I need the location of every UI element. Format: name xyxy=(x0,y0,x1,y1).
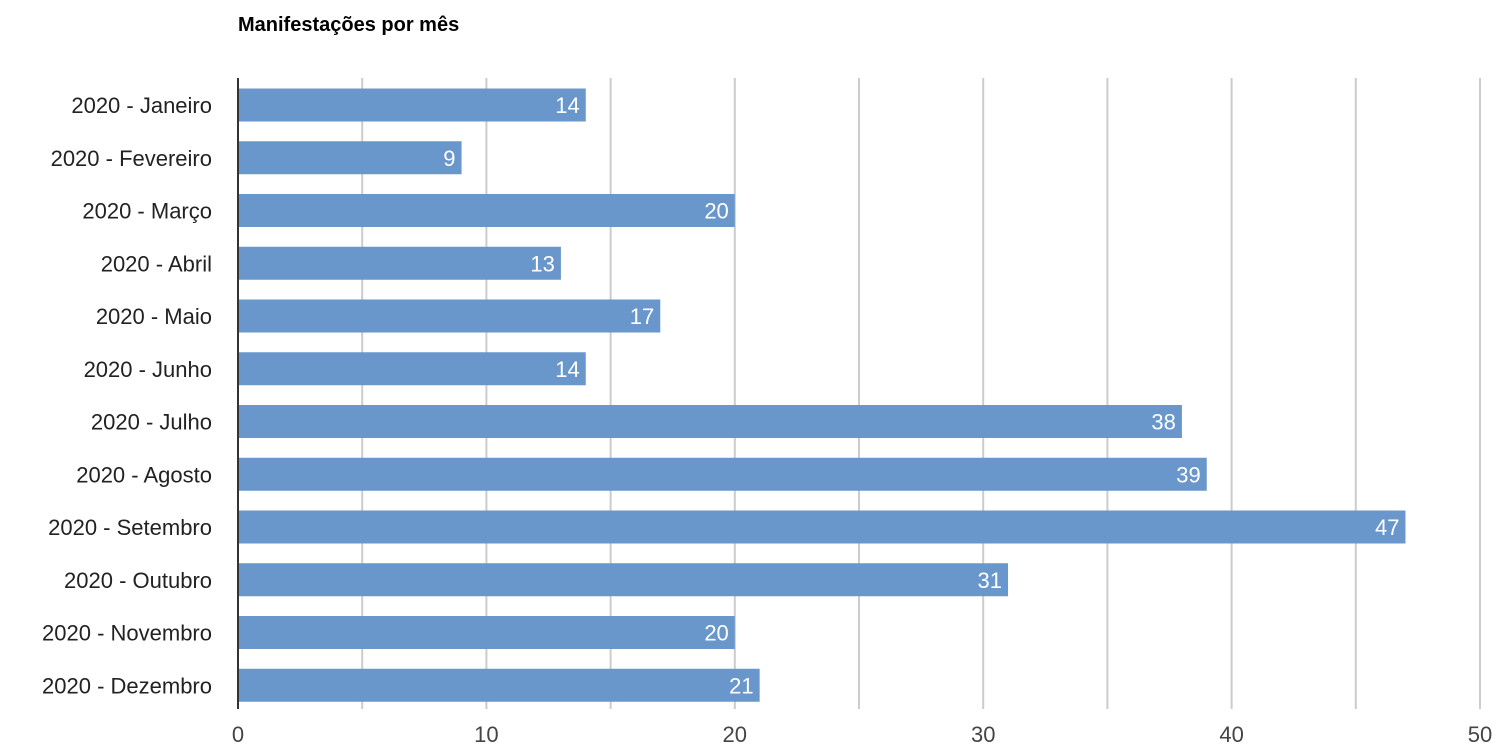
data-label: 21 xyxy=(729,673,753,698)
category-label: 2020 - Maio xyxy=(96,304,212,329)
bar xyxy=(238,405,1182,438)
gridlines xyxy=(362,78,1480,709)
data-label: 39 xyxy=(1176,462,1200,487)
x-tick-label: 40 xyxy=(1219,722,1243,747)
category-label: 2020 - Outubro xyxy=(64,568,212,593)
data-label: 14 xyxy=(555,357,579,382)
category-label: 2020 - Agosto xyxy=(76,462,212,487)
category-label: 2020 - Junho xyxy=(84,357,212,382)
data-label: 14 xyxy=(555,93,579,118)
bar xyxy=(238,669,760,702)
x-tick-labels: 0 10 20 30 40 50 xyxy=(232,722,1492,747)
bar xyxy=(238,300,660,333)
x-tick-label: 20 xyxy=(723,722,747,747)
category-label: 2020 - Abril xyxy=(101,251,212,276)
bar xyxy=(238,563,1008,596)
data-label: 47 xyxy=(1375,515,1399,540)
bars xyxy=(238,89,1405,702)
category-label: 2020 - Novembro xyxy=(42,621,212,646)
bar xyxy=(238,247,561,280)
category-label: 2020 - Setembro xyxy=(48,515,212,540)
x-tick-label: 50 xyxy=(1468,722,1492,747)
data-labels: 14 9 20 13 17 14 38 39 47 31 20 21 xyxy=(443,93,1399,698)
bar xyxy=(238,511,1405,544)
data-label: 9 xyxy=(443,146,455,171)
x-tick-label: 0 xyxy=(232,722,244,747)
category-label: 2020 - Fevereiro xyxy=(51,146,212,171)
bar xyxy=(238,352,586,385)
x-tick-label: 10 xyxy=(474,722,498,747)
category-label: 2020 - Dezembro xyxy=(42,673,212,698)
x-tick-label: 30 xyxy=(971,722,995,747)
data-label: 31 xyxy=(978,568,1002,593)
data-label: 20 xyxy=(704,621,728,646)
bar xyxy=(238,194,735,227)
data-label: 17 xyxy=(630,304,654,329)
data-label: 38 xyxy=(1151,410,1175,435)
category-label: 2020 - Março xyxy=(82,199,212,224)
data-label: 20 xyxy=(704,199,728,224)
category-label: 2020 - Julho xyxy=(91,410,212,435)
bar xyxy=(238,458,1207,491)
bar xyxy=(238,141,462,174)
bar xyxy=(238,616,735,649)
category-labels: 2020 - Janeiro 2020 - Fevereiro 2020 - Mar… xyxy=(42,93,212,698)
category-label: 2020 - Janeiro xyxy=(71,93,212,118)
data-label: 13 xyxy=(530,251,554,276)
bar xyxy=(238,89,586,122)
